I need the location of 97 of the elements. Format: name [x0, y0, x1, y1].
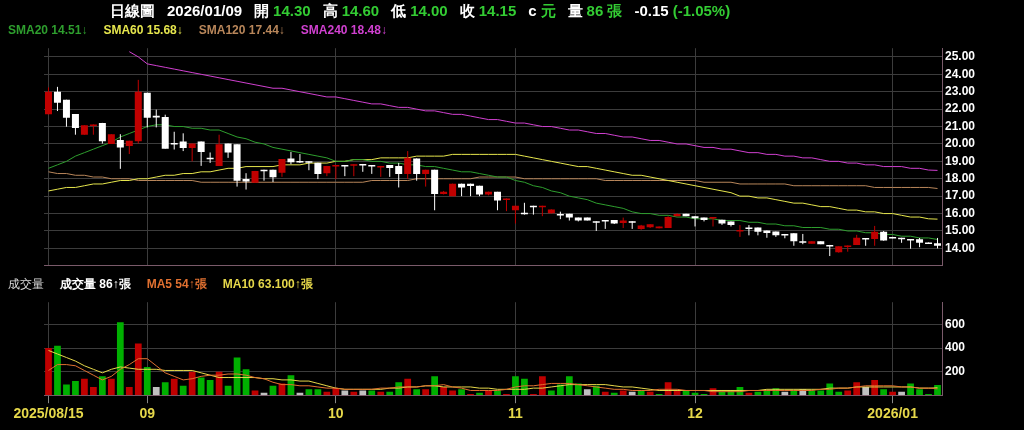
x-tick-label: 2026/01	[867, 405, 919, 422]
text: SMA60 15.68↓	[103, 22, 183, 38]
text: c 元	[528, 2, 556, 19]
bar	[934, 385, 941, 396]
y-tick-label: 15.00	[945, 223, 976, 238]
text: 高 14.60	[322, 2, 380, 19]
bar	[107, 378, 115, 396]
candlestick	[53, 86, 61, 112]
bar	[134, 343, 142, 396]
text: SMA20 14.51↓	[8, 22, 88, 38]
bar	[619, 390, 627, 396]
bar	[916, 389, 923, 396]
y-tick-label: 200	[945, 363, 966, 378]
y-tick-label: 24.00	[945, 66, 976, 81]
y-tick-label: 22.00	[945, 101, 976, 116]
bar	[368, 390, 376, 396]
y-tick-label: 21.00	[945, 118, 976, 133]
text: 開 14.30	[254, 2, 311, 19]
text: MA5 54↑張	[146, 276, 207, 292]
chart-title: 成交量	[8, 276, 44, 292]
bar	[45, 348, 52, 396]
bar	[458, 389, 465, 396]
bar	[90, 386, 97, 396]
bar	[548, 390, 555, 396]
bar	[54, 345, 61, 396]
candlestick	[71, 113, 79, 136]
bar	[125, 386, 133, 396]
bar	[72, 381, 79, 396]
bar	[179, 385, 187, 396]
candlestick	[44, 86, 52, 115]
bar	[817, 390, 825, 396]
bar	[143, 366, 151, 396]
y-tick-label: 16.00	[945, 205, 976, 220]
bar	[341, 390, 349, 396]
text: SMA120 17.44↓	[198, 22, 285, 38]
candlestick	[404, 150, 412, 180]
candlestick	[116, 133, 124, 170]
candlestick	[413, 157, 421, 182]
bar	[161, 382, 169, 396]
candlestick	[89, 123, 97, 136]
bar	[152, 386, 160, 396]
bar	[583, 389, 591, 396]
x-tick-label: 2025/08/15	[13, 405, 84, 422]
bar	[844, 390, 852, 396]
bar	[116, 322, 124, 396]
bar	[305, 389, 313, 396]
y-tick-label: 19.00	[945, 153, 976, 168]
chart-title: 日線圖	[110, 2, 155, 19]
bar	[422, 389, 430, 396]
text: 成交量 86↑張	[60, 276, 131, 292]
candlestick	[215, 134, 223, 167]
y-tick-label: 20.00	[945, 136, 976, 151]
y-tick-label: 23.00	[945, 84, 976, 99]
bar	[63, 384, 70, 396]
text: SMA240 18.48↓	[300, 22, 387, 38]
bar	[81, 378, 88, 396]
y-tick-label: 600	[945, 316, 966, 331]
y-tick-label: 25.00	[945, 49, 976, 64]
bar	[440, 386, 447, 396]
text: 收 14.15	[459, 2, 517, 19]
bar	[197, 377, 205, 396]
y-tick-label: 18.00	[945, 171, 976, 186]
bar	[449, 390, 456, 396]
chart-subtitle: 2026/01/09	[167, 2, 243, 19]
candlestick	[709, 216, 717, 227]
candlestick	[305, 160, 313, 171]
bar	[251, 390, 259, 396]
bar	[99, 376, 106, 396]
y-tick-label: 14.00	[945, 240, 976, 255]
candlestick	[197, 141, 205, 167]
x-tick-label: 11	[508, 405, 524, 422]
candlestick	[736, 224, 744, 238]
bar	[188, 371, 196, 396]
bar	[314, 389, 322, 396]
candlestick	[287, 151, 295, 165]
bar	[359, 390, 367, 396]
x-tick-label: 09	[139, 405, 156, 422]
candlestick	[296, 153, 304, 164]
text: 量 86 張	[567, 2, 623, 19]
bar	[170, 378, 178, 396]
y-tick-label: 400	[945, 340, 966, 355]
bar	[413, 389, 421, 396]
x-tick-label: 10	[328, 405, 344, 422]
candlestick	[332, 164, 340, 180]
candlestick	[242, 172, 250, 191]
candlestick	[62, 99, 70, 128]
candlestick	[871, 225, 879, 247]
bar	[880, 389, 887, 396]
candlestick	[763, 229, 771, 239]
bar	[431, 376, 438, 396]
text: 低 14.00	[391, 2, 448, 19]
text: MA10 63.100↑張	[222, 276, 313, 292]
x-tick-label: 12	[687, 405, 704, 422]
text: -0.15 (-1.05%)	[634, 2, 731, 19]
y-tick-label: 17.00	[945, 188, 976, 203]
candlestick	[691, 215, 699, 227]
candlestick	[395, 162, 403, 188]
